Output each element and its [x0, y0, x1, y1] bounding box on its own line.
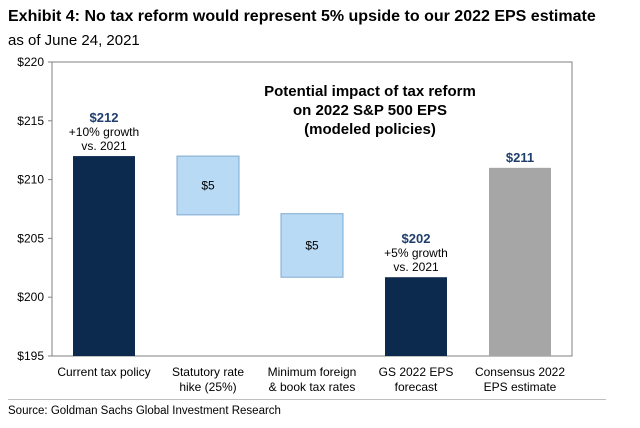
bar-4 — [489, 167, 551, 356]
source-note: Source: Goldman Sachs Global Investment … — [8, 405, 281, 417]
bar-2 — [280, 213, 344, 278]
y-tick-label: $210 — [17, 173, 44, 187]
chart-annotation: Potential impact of tax reform — [264, 83, 476, 100]
x-tick-label: forecast — [395, 380, 438, 394]
plot-frame — [51, 61, 573, 357]
y-tick-label: $200 — [17, 290, 44, 304]
y-tick-label: $215 — [17, 114, 44, 128]
chart-annotation: (modeled policies) — [304, 121, 436, 138]
x-tick-label: GS 2022 EPS — [379, 365, 454, 379]
x-tick-label: Consensus 2022 — [475, 365, 565, 379]
chart-subtitle: as of June 24, 2021 — [8, 32, 140, 49]
bar-1 — [176, 155, 240, 216]
waterfall-chart: $195$200$205$210$215$220$212+10% growthv… — [17, 55, 573, 394]
chart-annotation: on 2022 S&P 500 EPS — [293, 102, 447, 119]
footer-divider — [8, 399, 606, 400]
bar-growth-label: +5% growth — [384, 246, 448, 260]
y-tick-label: $195 — [17, 349, 44, 363]
bar-value-label: $5 — [201, 178, 215, 192]
x-tick-label: Current tax policy — [57, 365, 150, 379]
x-tick-label: hike (25%) — [179, 380, 236, 394]
bar-value-label: $202 — [402, 231, 431, 246]
bar-growth-label: vs. 2021 — [81, 139, 127, 153]
bar-value-label: $211 — [506, 150, 534, 165]
bar-0 — [73, 156, 135, 356]
bar-growth-label: +10% growth — [69, 125, 139, 139]
x-tick-label: Minimum foreign — [268, 365, 357, 379]
bar-value-label: $5 — [305, 238, 319, 252]
x-tick-label: EPS estimate — [484, 380, 557, 394]
bar-value-label: $212 — [90, 110, 119, 125]
x-tick-label: & book tax rates — [269, 380, 356, 394]
x-tick-label: Statutory rate — [172, 365, 244, 379]
bar-growth-label: vs. 2021 — [393, 260, 439, 274]
y-tick-label: $205 — [17, 231, 44, 245]
chart-title: Exhibit 4: No tax reform would represent… — [8, 8, 596, 25]
y-tick-label: $220 — [17, 55, 44, 69]
bar-3 — [385, 277, 447, 356]
